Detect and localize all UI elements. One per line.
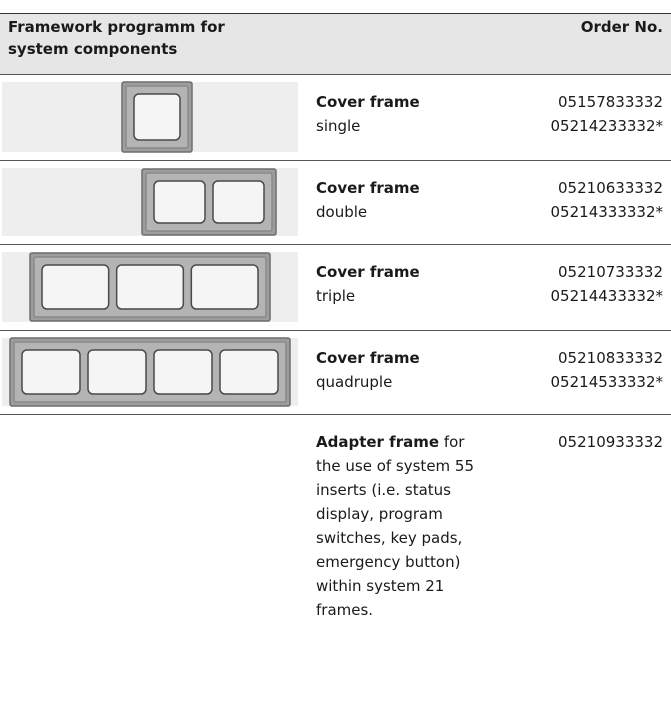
row-separator bbox=[0, 160, 671, 161]
item-text: Cover frame triple bbox=[316, 260, 476, 308]
table-header: Framework programm for system components… bbox=[0, 14, 671, 74]
header-order: Order No. bbox=[580, 18, 663, 36]
row-separator bbox=[0, 330, 671, 331]
item-name: Cover frame bbox=[316, 93, 420, 111]
order-number: 05157833332 bbox=[558, 93, 663, 111]
item-description: for the use of system 55 inserts (i.e. s… bbox=[316, 433, 475, 619]
row-separator bbox=[0, 244, 671, 245]
order-number: 05214233332* bbox=[550, 117, 663, 135]
top-rule bbox=[0, 13, 671, 14]
item-name: Cover frame bbox=[316, 349, 420, 367]
row-separator bbox=[0, 74, 671, 75]
order-cell: 05210733332 05214433332* bbox=[551, 260, 663, 308]
item-text: Cover frame quadruple bbox=[316, 346, 476, 394]
order-cell: 05210833332 05214533332* bbox=[551, 346, 663, 394]
order-number: 05210733332 bbox=[558, 263, 663, 281]
frame-image bbox=[2, 337, 298, 407]
order-number: 05210833332 bbox=[558, 349, 663, 367]
order-cell: 05157833332 05214233332* bbox=[551, 90, 663, 138]
item-text: Adapter frame for the use of system 55 i… bbox=[316, 430, 476, 622]
order-cell: 05210633332 05214333332* bbox=[551, 176, 663, 224]
frame-image bbox=[2, 252, 298, 322]
order-number: 05214433332* bbox=[550, 287, 663, 305]
item-description: triple bbox=[316, 287, 356, 305]
row-separator bbox=[0, 414, 671, 415]
order-number: 05214533332* bbox=[550, 373, 663, 391]
header-title: Framework programm for system components bbox=[8, 18, 225, 58]
order-number: 05210933332 bbox=[558, 433, 663, 451]
item-name: Adapter frame bbox=[316, 433, 440, 451]
item-name: Cover frame bbox=[316, 179, 420, 197]
item-description: single bbox=[316, 117, 361, 135]
frame-image bbox=[2, 81, 298, 153]
item-description: double bbox=[316, 203, 368, 221]
item-text: Cover frame single bbox=[316, 90, 476, 138]
item-name: Cover frame bbox=[316, 263, 420, 281]
frame-image bbox=[2, 168, 298, 236]
order-number: 05214333332* bbox=[550, 203, 663, 221]
order-number: 05210633332 bbox=[558, 179, 663, 197]
item-text: Cover frame double bbox=[316, 176, 476, 224]
item-description: quadruple bbox=[316, 373, 393, 391]
order-cell: 05210933332 bbox=[558, 430, 663, 454]
